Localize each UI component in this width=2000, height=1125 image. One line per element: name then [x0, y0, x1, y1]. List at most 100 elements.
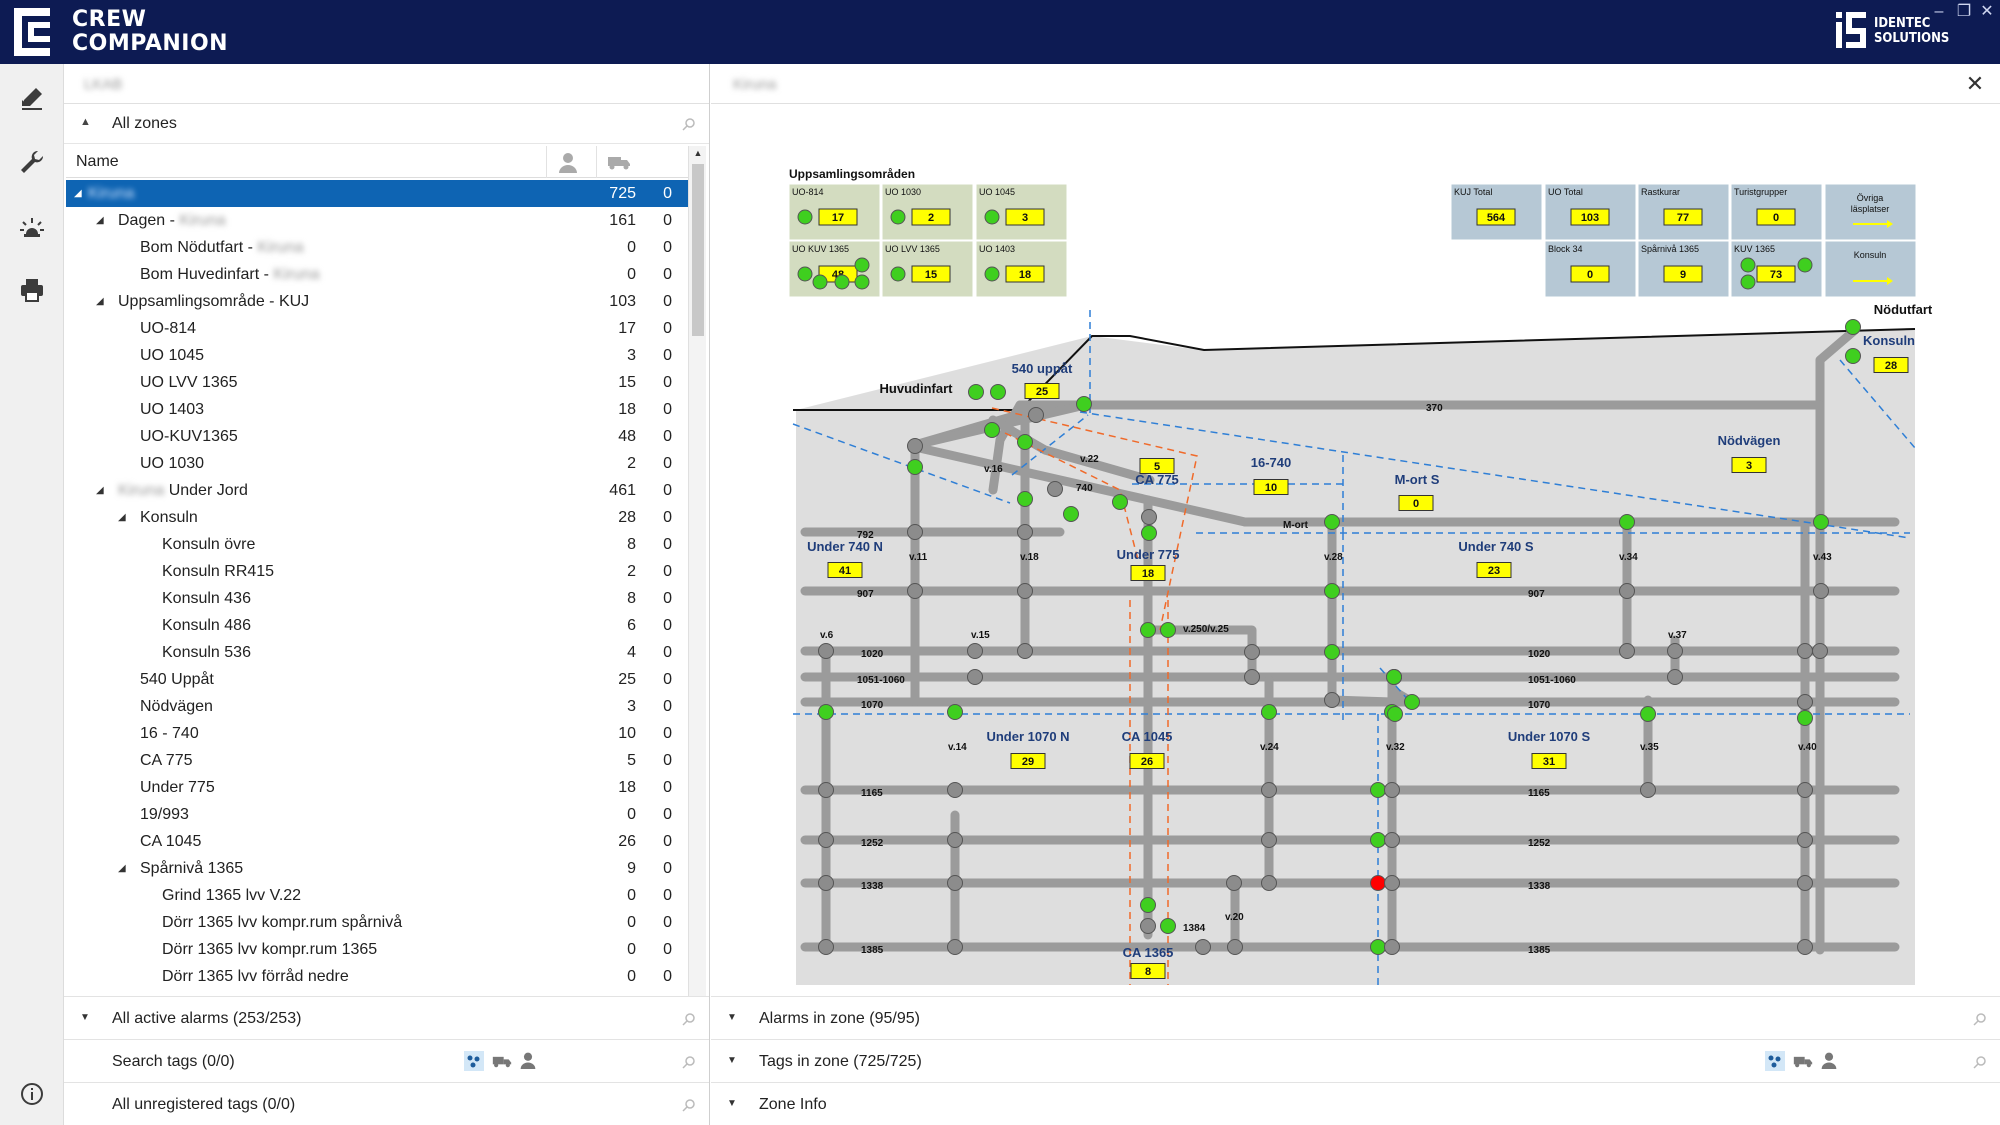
reader-node[interactable]: [1324, 583, 1340, 599]
expand-down-icon[interactable]: ▼: [80, 1012, 90, 1023]
alarms-in-zone-section[interactable]: ▼ Alarms in zone (95/95): [711, 996, 2000, 1039]
reader-node[interactable]: [907, 524, 923, 540]
wrench-icon[interactable]: [18, 148, 46, 176]
reader-node[interactable]: [947, 939, 963, 955]
window-close-icon[interactable]: ✕: [1980, 3, 1994, 20]
reader-node[interactable]: [1667, 669, 1683, 685]
zone-count-badge[interactable]: [827, 562, 863, 578]
zone-count-badge[interactable]: [1531, 753, 1567, 769]
reader-node[interactable]: [818, 782, 834, 798]
reader-node[interactable]: [1244, 644, 1260, 660]
tree-row[interactable]: UO 1045 3 0: [66, 342, 688, 369]
reader-node[interactable]: [1112, 494, 1128, 510]
tree-row[interactable]: Grind 1365 lvv V.22 0 0: [66, 882, 688, 909]
reader-node[interactable]: [1370, 782, 1386, 798]
reader-node[interactable]: [990, 384, 1006, 400]
reader-node[interactable]: [984, 209, 1000, 225]
reader-node[interactable]: [1017, 643, 1033, 659]
tree-row[interactable]: 19/993 0 0: [66, 801, 688, 828]
reader-node[interactable]: [797, 209, 813, 225]
info-icon[interactable]: [18, 1080, 46, 1108]
summary-box[interactable]: [1824, 183, 1917, 241]
reader-node[interactable]: [1404, 694, 1420, 710]
tree-row[interactable]: Dörr 1365 lvv förråd nedre 0 0: [66, 963, 688, 990]
expand-down-icon[interactable]: ▼: [727, 1055, 737, 1066]
reader-node[interactable]: [1384, 832, 1400, 848]
reader-node[interactable]: [1667, 643, 1683, 659]
reader-node[interactable]: [1076, 396, 1092, 412]
tree-row[interactable]: ◢ Uppsamlingsområde - KUJ 103 0: [66, 288, 688, 315]
reader-node[interactable]: [1387, 706, 1403, 722]
zone-count-badge[interactable]: [1024, 383, 1060, 399]
tree-row[interactable]: ◢ Spårnivå 1365 9 0: [66, 855, 688, 882]
collapse-up-icon[interactable]: ▲: [80, 116, 91, 128]
tree-row[interactable]: UO-814 17 0: [66, 315, 688, 342]
reader-node[interactable]: [1797, 257, 1813, 273]
expand-toggle-icon[interactable]: ◢: [74, 188, 82, 199]
reader-node[interactable]: [1140, 918, 1156, 934]
reader-node[interactable]: [1261, 832, 1277, 848]
tree-row[interactable]: Dörr 1365 lvv kompr.rum spårnivå 0 0: [66, 909, 688, 936]
tree-row[interactable]: Konsuln 536 4 0: [66, 639, 688, 666]
reader-node[interactable]: [947, 832, 963, 848]
unregistered-tags-section[interactable]: All unregistered tags (0/0): [64, 1082, 709, 1125]
reader-node[interactable]: [1797, 710, 1813, 726]
reader-node[interactable]: [1140, 622, 1156, 638]
tree-row[interactable]: ◢ Konsuln 28 0: [66, 504, 688, 531]
vehicle-filter-icon[interactable]: [492, 1053, 512, 1069]
reader-node[interactable]: [1619, 583, 1635, 599]
tree-row[interactable]: UO-KUV1365 48 0: [66, 423, 688, 450]
tree-row[interactable]: UO 1403 18 0: [66, 396, 688, 423]
reader-node[interactable]: [1845, 319, 1861, 335]
reader-node[interactable]: [1370, 832, 1386, 848]
reader-node[interactable]: [1063, 506, 1079, 522]
tree-row[interactable]: 540 Uppåt 25 0: [66, 666, 688, 693]
reader-node[interactable]: [1244, 669, 1260, 685]
vehicles-column-header[interactable]: [596, 146, 642, 178]
tree-scrollbar[interactable]: ▲ ▼: [688, 146, 706, 1056]
minimize-icon[interactable]: –: [1934, 3, 1944, 20]
reader-node[interactable]: [1812, 643, 1828, 659]
reader-node[interactable]: [1797, 832, 1813, 848]
zone-info-section[interactable]: ▼ Zone Info: [711, 1082, 2000, 1125]
reader-node[interactable]: [907, 459, 923, 475]
tree-row[interactable]: Konsuln 486 6 0: [66, 612, 688, 639]
people-column-header[interactable]: [546, 146, 586, 178]
tree-row[interactable]: CA 775 5 0: [66, 747, 688, 774]
reader-node[interactable]: [1261, 782, 1277, 798]
expand-toggle-icon[interactable]: ◢: [118, 512, 126, 523]
reader-node[interactable]: [834, 274, 850, 290]
reader-node[interactable]: [968, 384, 984, 400]
tree-row[interactable]: UO 1030 2 0: [66, 450, 688, 477]
reader-node[interactable]: [907, 438, 923, 454]
search-icon[interactable]: [1973, 1012, 1987, 1026]
reader-node[interactable]: [1797, 643, 1813, 659]
reader-node[interactable]: [1640, 782, 1656, 798]
reader-node[interactable]: [947, 782, 963, 798]
reader-node[interactable]: [797, 266, 813, 282]
alarm-node[interactable]: [1370, 875, 1386, 891]
reader-node[interactable]: [1797, 875, 1813, 891]
close-icon[interactable]: ✕: [1965, 71, 1985, 96]
reader-node[interactable]: [1384, 782, 1400, 798]
reader-node[interactable]: [1141, 525, 1157, 541]
reader-node[interactable]: [1813, 514, 1829, 530]
reader-node[interactable]: [1797, 939, 1813, 955]
reader-node[interactable]: [1140, 897, 1156, 913]
reader-node[interactable]: [818, 875, 834, 891]
reader-node[interactable]: [1640, 706, 1656, 722]
tree-row[interactable]: Konsuln RR415 2 0: [66, 558, 688, 585]
tree-row[interactable]: Under 775 18 0: [66, 774, 688, 801]
reader-node[interactable]: [854, 257, 870, 273]
reader-node[interactable]: [1017, 491, 1033, 507]
search-icon[interactable]: [682, 117, 696, 131]
tree-row[interactable]: ◢ Dagen - Kiruna 161 0: [66, 207, 688, 234]
reader-node[interactable]: [1619, 643, 1635, 659]
reader-node[interactable]: [818, 643, 834, 659]
scroll-thumb[interactable]: [692, 164, 704, 336]
zone-count-badge[interactable]: [1476, 562, 1512, 578]
reader-node[interactable]: [890, 209, 906, 225]
expand-down-icon[interactable]: ▼: [727, 1098, 737, 1109]
zone-count-badge[interactable]: [1731, 457, 1767, 473]
reader-node[interactable]: [1324, 514, 1340, 530]
